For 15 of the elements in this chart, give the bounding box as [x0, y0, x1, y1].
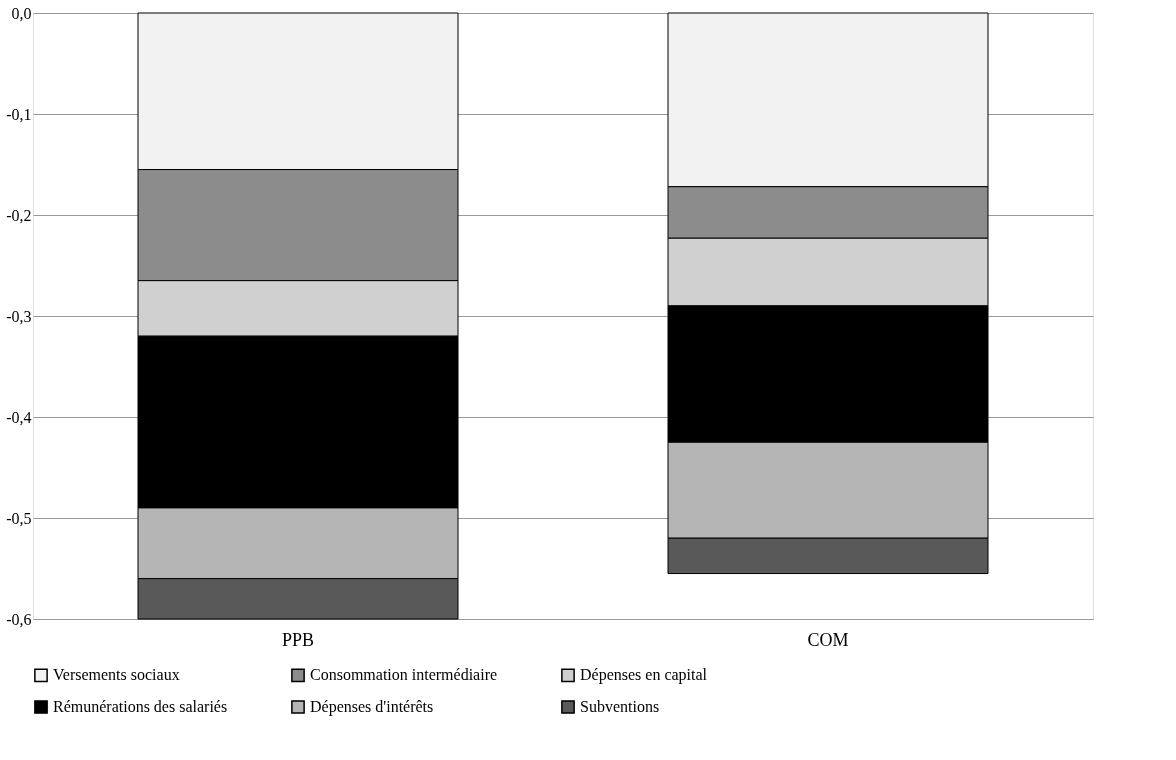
- y-tick-label: -0,5: [6, 509, 32, 527]
- y-tick-label: -0,2: [6, 206, 32, 224]
- legend-label: Subventions: [580, 698, 660, 715]
- x-tick-label: COM: [807, 629, 849, 650]
- legend-label: Consommation intermédiaire: [310, 666, 498, 684]
- x-tick-label: PPB: [281, 629, 315, 650]
- legend-label: Dépenses en capital: [580, 666, 708, 685]
- y-tick-label: -0,3: [6, 307, 32, 325]
- y-tick-label: -0,4: [6, 408, 32, 426]
- legend-label: Rémunérations des salariés: [53, 698, 228, 715]
- legend-label: Dépenses d'intérêts: [310, 698, 434, 716]
- legend-label: Versements sociaux: [53, 666, 180, 684]
- y-tick-label: -0,1: [6, 105, 32, 123]
- y-tick-label: 0,0: [11, 4, 32, 22]
- y-tick-label: -0,6: [6, 610, 32, 628]
